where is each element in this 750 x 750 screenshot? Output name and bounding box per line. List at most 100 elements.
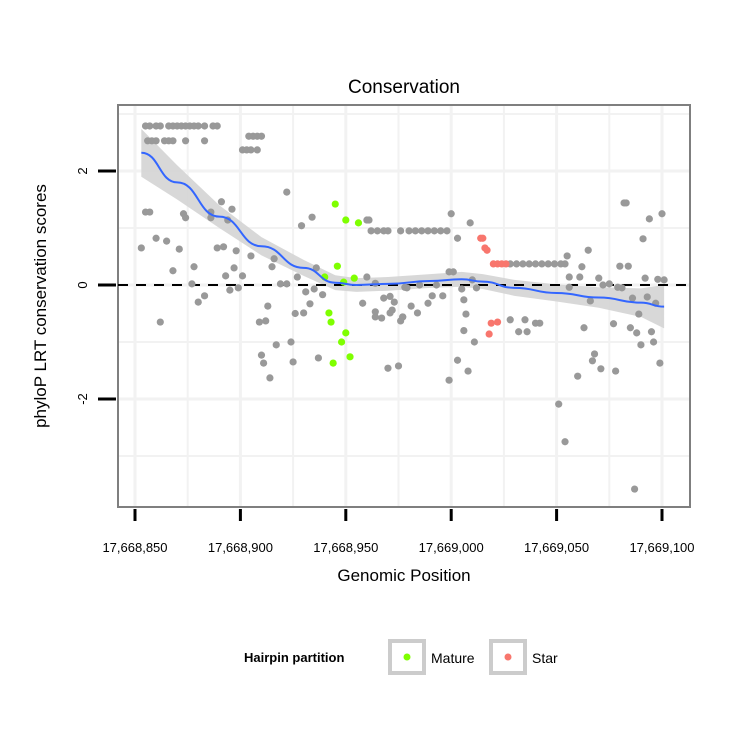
data-point-other [415, 281, 424, 289]
data-point-other [226, 286, 234, 294]
data-point-other [595, 274, 603, 282]
data-point-other [521, 316, 529, 324]
data-point-mature [331, 200, 339, 208]
data-point-other [584, 246, 592, 254]
data-point-other [156, 122, 164, 130]
data-point-other [190, 263, 198, 271]
data-point-other [432, 281, 441, 289]
data-point-other [445, 376, 453, 384]
data-point-other [247, 252, 255, 260]
data-point-other [399, 313, 407, 321]
data-point-other [297, 222, 306, 230]
data-point-other [137, 244, 145, 252]
x-tick-label: 17,668,900 [208, 540, 273, 555]
smooth-line-layer [141, 151, 665, 308]
x-axis: 17,668,850 17,668,900 17,668,950 17,669,000… [102, 509, 695, 555]
data-point-other [219, 243, 228, 251]
data-point-other [413, 309, 422, 317]
data-point-star [493, 318, 502, 326]
data-point-other [586, 297, 594, 305]
data-point-other [525, 260, 533, 268]
data-point-other [200, 122, 209, 130]
data-point-other [163, 237, 171, 245]
data-point-other [660, 276, 668, 284]
data-point-other [453, 356, 462, 364]
data-point-other [462, 310, 470, 318]
data-point-mature [346, 353, 354, 361]
data-point-other [319, 291, 327, 299]
data-point-other [200, 137, 209, 145]
data-point-other [234, 284, 242, 292]
data-point-other [447, 210, 455, 218]
data-point-other [449, 268, 457, 276]
data-point-other [550, 260, 559, 268]
data-point-other [437, 227, 445, 235]
data-point-other [152, 137, 160, 145]
smooth-trend-line [141, 151, 665, 308]
data-point-other [213, 122, 221, 130]
data-point-other [257, 132, 266, 140]
data-point-other [453, 234, 462, 242]
data-point-star [485, 330, 493, 338]
data-point-other [394, 362, 403, 370]
y-tick-label: 2 [75, 167, 90, 174]
data-point-other [365, 216, 373, 224]
data-point-other [266, 374, 274, 382]
data-point-other [283, 188, 291, 196]
data-point-other [411, 227, 419, 235]
data-point-other [639, 235, 647, 243]
data-point-other [439, 292, 447, 300]
data-point-other [544, 260, 552, 268]
x-tick-label: 17,669,100 [629, 540, 694, 555]
data-point-other [283, 280, 291, 288]
data-point-other [578, 263, 586, 271]
data-point-other [268, 263, 276, 271]
data-point-other [430, 227, 438, 235]
data-point-other [272, 341, 280, 349]
x-tick-label: 17,668,950 [313, 540, 378, 555]
data-point-other [512, 260, 521, 268]
data-point-other [384, 364, 392, 372]
data-point-other [386, 292, 394, 300]
data-point-other [649, 338, 658, 346]
data-point-other [590, 350, 599, 358]
data-point-other [428, 292, 436, 300]
data-point-star [502, 260, 510, 268]
data-point-other [378, 314, 386, 322]
data-point-other [194, 122, 202, 130]
data-point-other [506, 316, 514, 324]
data-point-other [633, 329, 641, 337]
data-point-mature [329, 359, 337, 367]
data-point-other [306, 300, 314, 308]
data-point-other [555, 400, 563, 408]
legend: Hairpin partition Mature Star [244, 639, 558, 675]
data-point-other [563, 252, 571, 260]
data-point-mature [350, 274, 358, 282]
data-point-other [405, 227, 413, 235]
y-axis-label: phyloP LRT conservation scores [31, 184, 50, 428]
data-point-other [472, 284, 481, 292]
data-point-other [373, 227, 382, 235]
data-point-other [647, 328, 656, 336]
data-point-other [418, 227, 426, 235]
data-point-other [200, 292, 209, 300]
data-point-mature [327, 318, 335, 326]
data-point-other [213, 244, 221, 252]
data-point-other [310, 285, 318, 293]
data-point-other [232, 247, 240, 255]
data-point-other [247, 146, 255, 154]
data-point-other [460, 296, 468, 304]
data-point-other [515, 328, 523, 336]
data-point-other [605, 280, 613, 288]
data-point-other [523, 328, 531, 336]
data-point-other [460, 327, 468, 335]
data-point-other [169, 267, 177, 275]
data-point-other [169, 137, 177, 145]
data-point-other [397, 227, 405, 235]
data-point-other [641, 274, 649, 282]
legend-star-dot [504, 653, 512, 661]
data-point-other [228, 205, 236, 213]
data-point-other [656, 359, 664, 367]
data-point-other [531, 260, 540, 268]
data-point-other [626, 324, 634, 332]
